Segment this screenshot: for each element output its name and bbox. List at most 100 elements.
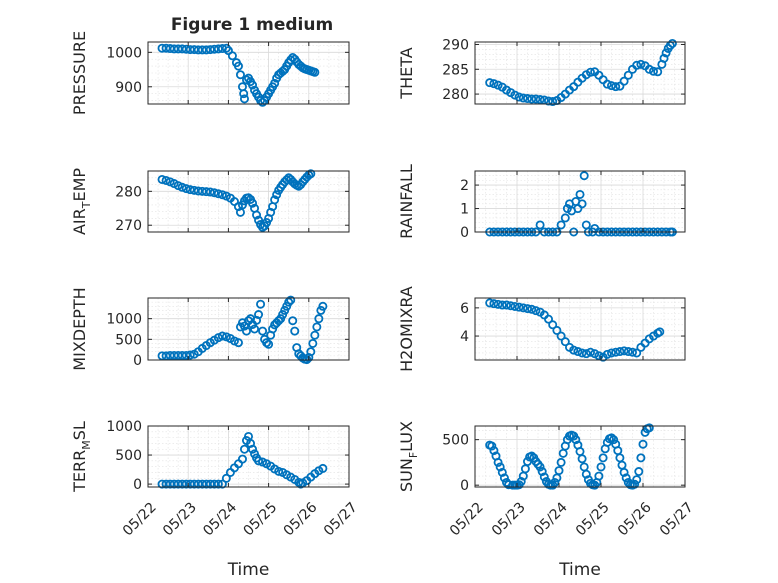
data-point-h2omixra: [489, 299, 499, 309]
data-point-theta: [489, 79, 499, 89]
data-point-sun-flux: [535, 462, 545, 472]
axes-mixdepth: 0 500 1000 MIXDEPTH: [70, 287, 350, 371]
y-axis-label-part: TERR: [70, 450, 89, 493]
data-point-h2omixra: [493, 299, 503, 309]
data-point-pressure: [233, 61, 243, 71]
data-point-mixdepth: [254, 310, 264, 320]
data-point-theta: [523, 94, 533, 104]
y-axis-label-part: LUX: [397, 421, 416, 452]
data-point-sun-flux: [497, 467, 507, 477]
data-point-sun-flux: [644, 423, 654, 433]
x-axis-label: Time: [227, 560, 270, 580]
data-point-mixdepth: [318, 301, 328, 311]
data-point-theta: [661, 48, 671, 58]
data-point-terr-msl: [274, 466, 284, 476]
y-tick-label: 285: [442, 62, 469, 78]
data-point-sun-flux: [596, 462, 606, 472]
data-point-h2omixra: [552, 325, 562, 335]
data-point-sun-flux: [581, 469, 591, 479]
data-point-theta: [636, 59, 646, 69]
data-point-sun-flux: [577, 454, 587, 464]
y-tick-label: 1000: [106, 312, 142, 328]
data-point-h2omixra: [569, 345, 579, 355]
data-point-sun-flux: [598, 453, 608, 463]
y-tick-label: 6: [460, 301, 469, 317]
data-point-pressure: [239, 94, 249, 104]
y-tick-label: 0: [460, 478, 469, 494]
data-point-h2omixra: [611, 347, 621, 357]
y-tick-label: 900: [115, 80, 142, 96]
axes-frame: [474, 170, 686, 233]
data-point-mixdepth: [286, 295, 296, 305]
data-point-air-temp: [177, 182, 187, 192]
data-point-terr-msl: [318, 463, 328, 473]
y-tick-label: 500: [115, 448, 142, 464]
y-axis-label-subscript: T: [80, 201, 93, 209]
data-point-mixdepth: [310, 330, 320, 340]
data-point-pressure: [310, 67, 320, 77]
y-tick-label: 280: [442, 87, 469, 103]
data-point-h2omixra: [544, 314, 554, 324]
y-axis-label: SUNFLUX: [397, 421, 420, 492]
data-point-theta: [531, 94, 541, 104]
axes-frame: [147, 297, 350, 361]
data-point-air-temp: [270, 195, 280, 205]
data-point-mixdepth: [314, 314, 324, 324]
y-tick-label: 0: [133, 353, 142, 369]
axes-air-temp: 270 280 AIRTEMP: [70, 168, 350, 235]
data-point-sun-flux: [489, 446, 499, 456]
data-point-terr-msl: [254, 456, 264, 466]
data-point-h2omixra: [501, 300, 511, 310]
data-point-air-temp: [189, 185, 199, 195]
y-tick-label: 1000: [106, 45, 142, 61]
y-tick-label: 2: [460, 178, 469, 194]
data-point-air-temp: [201, 187, 211, 197]
data-point-theta: [535, 95, 545, 105]
data-point-rainfall: [556, 220, 566, 230]
data-point-h2omixra: [577, 348, 587, 358]
data-point-h2omixra: [548, 320, 558, 330]
data-point-pressure: [248, 80, 258, 90]
y-axis-label: PRESSURE: [70, 31, 89, 115]
data-point-theta: [586, 67, 596, 77]
data-point-pressure: [239, 89, 249, 99]
data-point-h2omixra: [602, 349, 612, 359]
data-point-sun-flux: [537, 467, 547, 477]
data-point-h2omixra: [632, 348, 642, 358]
data-point-air-temp: [181, 184, 191, 194]
data-point-sun-flux: [630, 479, 640, 489]
axes-rainfall: 0 1 2 RAINFALL: [397, 164, 686, 241]
data-point-h2omixra: [506, 301, 516, 311]
data-point-terr-msl: [221, 473, 231, 483]
data-point-theta: [485, 78, 495, 88]
data-point-air-temp: [157, 174, 167, 184]
axes-frame: [147, 170, 350, 233]
data-point-theta: [653, 67, 663, 77]
data-point-terr-msl: [213, 479, 223, 489]
axes-frame: [474, 41, 686, 105]
data-point-h2omixra: [581, 349, 591, 359]
data-point-mixdepth: [274, 316, 284, 326]
y-axis-label-part: SL: [70, 421, 89, 440]
y-tick-label: 500: [115, 332, 142, 348]
data-point-mixdepth: [284, 297, 294, 307]
data-point-mixdepth: [312, 322, 322, 332]
data-point-air-temp: [161, 175, 171, 185]
data-point-h2omixra: [485, 298, 495, 308]
data-point-theta: [667, 38, 677, 48]
data-point-sun-flux: [632, 475, 642, 485]
data-point-mixdepth: [250, 324, 260, 334]
data-point-mixdepth: [256, 299, 266, 309]
data-point-mixdepth: [181, 350, 191, 360]
data-point-air-temp: [252, 210, 262, 220]
y-tick-label: 0: [133, 477, 142, 493]
data-point-rainfall: [577, 199, 587, 209]
y-tick-label: 0: [460, 225, 469, 241]
data-point-pressure: [235, 70, 245, 80]
y-tick-label: 270: [115, 218, 142, 234]
y-axis-label: TERRMSL: [70, 421, 93, 493]
data-point-h2omixra: [523, 304, 533, 314]
data-point-sun-flux: [539, 472, 549, 482]
data-point-h2omixra: [556, 331, 566, 341]
